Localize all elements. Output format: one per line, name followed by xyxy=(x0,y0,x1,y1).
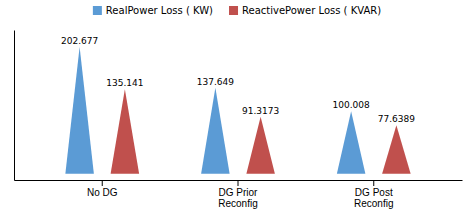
legend: RealPower Loss ( KW) ReactivePower Loss (… xyxy=(93,5,381,16)
y-axis xyxy=(14,31,15,181)
x-axis: No DG DG PriorReconfig DG PostReconfig xyxy=(15,180,463,209)
data-label: 137.649 xyxy=(197,77,234,87)
data-label: 135.141 xyxy=(106,78,143,88)
x-tick-label: DG PriorReconfig xyxy=(218,187,258,209)
x-tick-mark xyxy=(238,180,239,186)
cone-bar xyxy=(246,117,275,174)
cone-bar xyxy=(337,111,366,174)
x-tick: DG PostReconfig xyxy=(354,180,393,209)
legend-swatch xyxy=(93,6,102,15)
cone-bar xyxy=(111,89,140,173)
chart: No DG DG PriorReconfig DG PostReconfig 202.… xyxy=(0,0,474,214)
legend-label: ReactivePower Loss ( KVAR) xyxy=(242,5,381,16)
legend-swatch xyxy=(229,6,238,15)
data-label: 100.008 xyxy=(333,100,370,110)
data-label: 202.677 xyxy=(61,36,98,46)
x-tick-label: DG PostReconfig xyxy=(354,187,393,209)
x-tick: DG PriorReconfig xyxy=(218,180,258,209)
x-tick-mark xyxy=(102,180,103,186)
plot: No DG DG PriorReconfig DG PostReconfig 202.… xyxy=(15,31,463,210)
cone-bar xyxy=(65,47,94,174)
y-axis-line xyxy=(14,31,15,181)
x-tick-mark xyxy=(373,180,374,186)
legend-label: RealPower Loss ( KW) xyxy=(106,5,213,16)
data-labels: 202.677 137.649 100.008 135.141 91.3173 77.63… xyxy=(61,36,415,124)
data-label: 91.3173 xyxy=(242,106,279,116)
x-tick-label: No DG xyxy=(87,187,118,198)
cone-bar xyxy=(382,125,411,174)
cone-bar xyxy=(201,88,230,174)
data-label: 77.6389 xyxy=(378,114,415,124)
x-tick: No DG xyxy=(87,180,118,198)
marks xyxy=(65,47,410,174)
legend-item: ReactivePower Loss ( KVAR) xyxy=(229,5,381,16)
legend-item: RealPower Loss ( KW) xyxy=(93,5,213,16)
